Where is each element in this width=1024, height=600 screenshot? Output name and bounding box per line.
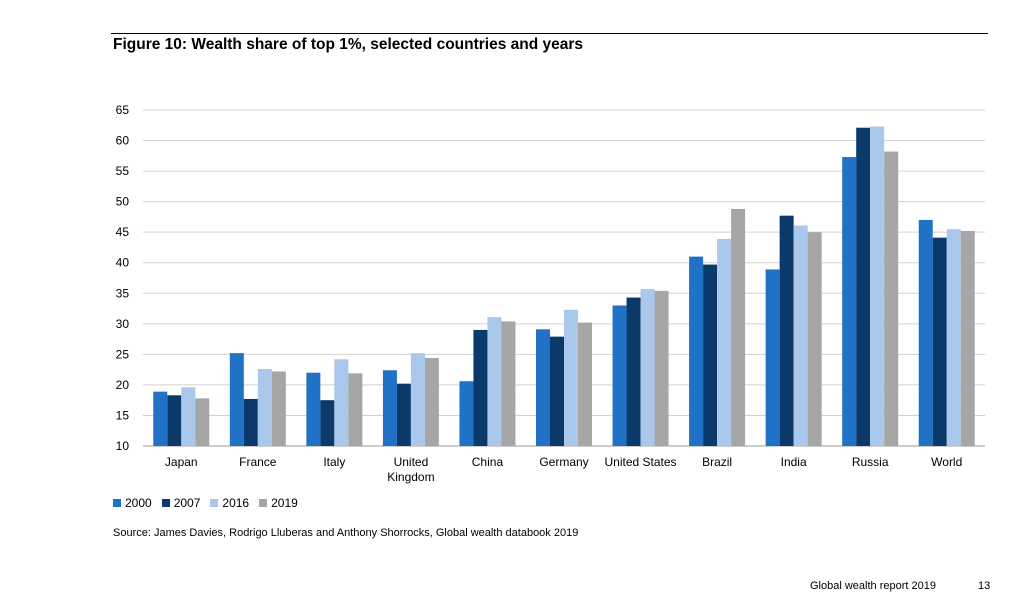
bar <box>626 297 641 446</box>
legend-item: 2016 <box>210 496 249 510</box>
y-tick-label: 50 <box>116 195 130 209</box>
bar <box>396 383 411 446</box>
bar <box>856 127 871 446</box>
bar <box>536 329 550 446</box>
legend: 2000 2007 2016 2019 <box>113 496 298 510</box>
y-tick-label: 30 <box>116 317 130 331</box>
bar <box>960 230 975 446</box>
bar <box>564 309 578 446</box>
bar <box>320 400 335 446</box>
bar <box>717 238 732 446</box>
y-tick-label: 55 <box>116 164 130 178</box>
bar <box>779 215 794 446</box>
y-tick-label: 45 <box>116 225 130 239</box>
bar <box>703 264 718 446</box>
bar <box>578 322 592 446</box>
source-note: Source: James Davies, Rodrigo Lluberas a… <box>113 527 579 539</box>
legend-swatch <box>259 499 268 507</box>
bar <box>884 151 899 447</box>
bar <box>731 208 746 446</box>
y-tick-label: 25 <box>116 347 130 361</box>
bar <box>410 353 425 446</box>
x-tick-label: France <box>239 455 277 469</box>
bar <box>918 219 933 446</box>
x-tick-label: Russia <box>852 455 889 469</box>
y-tick-label: 15 <box>116 408 130 422</box>
x-tick-label: Italy <box>323 455 345 469</box>
bar <box>640 288 655 446</box>
bar <box>870 126 885 447</box>
x-tick-label: Germany <box>539 455 588 469</box>
bar <box>229 353 244 446</box>
bar <box>181 387 196 446</box>
top-rule <box>111 33 988 34</box>
bar <box>932 237 947 446</box>
x-tick-label: United States <box>605 455 677 469</box>
y-tick-label: 65 <box>116 103 130 117</box>
y-tick-label: 20 <box>116 378 130 392</box>
bar <box>946 229 961 446</box>
bar <box>765 269 780 446</box>
legend-label: 2007 <box>173 496 201 510</box>
bar <box>473 329 488 446</box>
bar <box>459 381 474 446</box>
x-tick-label: United <box>394 455 429 469</box>
footer-text: Global wealth report 2019 <box>810 580 936 592</box>
bar <box>306 372 321 446</box>
bar <box>842 157 857 447</box>
y-tick-label: 60 <box>116 134 130 148</box>
legend-label: 2016 <box>222 496 250 510</box>
bar <box>689 256 704 446</box>
bar <box>487 317 502 446</box>
bar <box>501 321 516 446</box>
figure-title: Figure 10: Wealth share of top 1%, selec… <box>113 36 584 53</box>
bar <box>271 371 286 446</box>
bar <box>348 373 363 446</box>
legend-label: 2000 <box>125 496 152 510</box>
bar <box>167 395 182 446</box>
bar <box>153 391 168 446</box>
bar <box>424 358 439 446</box>
legend-swatch <box>161 499 170 507</box>
bar <box>195 398 210 446</box>
bar <box>334 359 349 446</box>
bar <box>243 398 258 446</box>
bar <box>793 225 808 446</box>
bar <box>807 232 822 446</box>
legend-swatch <box>210 499 219 507</box>
legend-item: 2019 <box>259 496 298 510</box>
bar <box>257 369 272 446</box>
legend-item: 2000 <box>113 496 152 510</box>
bar <box>612 305 627 446</box>
x-tick-label: Kingdom <box>387 470 434 484</box>
legend-label: 2019 <box>271 496 298 510</box>
bar <box>382 370 397 446</box>
legend-item: 2007 <box>161 496 201 510</box>
bar <box>550 336 564 446</box>
x-tick-label: India <box>781 455 807 469</box>
x-tick-label: Japan <box>165 455 198 469</box>
x-tick-label: World <box>931 455 962 469</box>
y-tick-label: 35 <box>116 286 130 300</box>
page-number: 13 <box>978 580 991 592</box>
legend-swatch <box>113 499 121 507</box>
y-tick-label: 10 <box>116 439 130 453</box>
y-tick-label: 40 <box>116 256 130 270</box>
bar <box>654 290 669 446</box>
x-tick-label: China <box>472 455 504 469</box>
x-tick-label: Brazil <box>702 455 732 469</box>
